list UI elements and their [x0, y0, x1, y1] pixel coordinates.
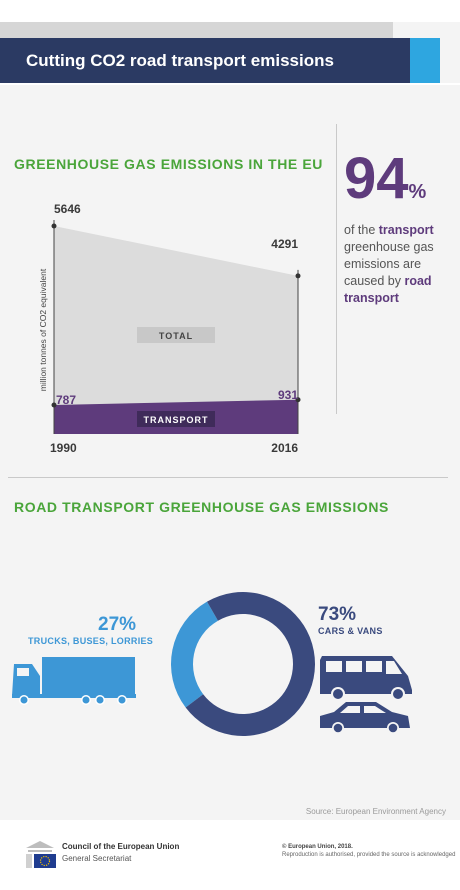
top-stripe	[0, 0, 460, 22]
label-total-2016: 4291	[271, 237, 298, 251]
section-title-road: ROAD TRANSPORT GREENHOUSE GAS EMISSIONS	[14, 499, 389, 515]
category-label-trucks: TRUCKS, BUSES, LORRIES	[28, 636, 154, 646]
stat-line1-pre: of the	[344, 223, 379, 237]
series-label-total: TOTAL	[159, 331, 193, 341]
section-title-ghg-eu: GREENHOUSE GAS EMISSIONS IN THE EU	[14, 156, 323, 172]
van-icon	[320, 656, 412, 701]
eu-council-logo	[26, 841, 56, 868]
page-title: Cutting CO2 road transport emissions	[26, 51, 334, 70]
x-tick-2016: 2016	[271, 441, 298, 455]
source-note: Source: European Environment Agency	[305, 807, 446, 816]
label-total-1990: 5646	[54, 202, 81, 216]
donut-slice-cars	[185, 592, 316, 737]
y-axis-label: million tonnes of CO2 equivalent	[38, 268, 48, 391]
stat-value: 94	[344, 146, 409, 211]
value-label-trucks: 27%	[98, 614, 137, 635]
car-icon	[320, 702, 410, 734]
label-transport-1990: 787	[56, 393, 76, 407]
x-tick-1990: 1990	[50, 441, 77, 455]
copyright: © European Union, 2018.	[282, 844, 353, 850]
point-total-2016	[295, 273, 301, 279]
label-transport-2016: 931	[278, 388, 298, 402]
vertical-divider	[336, 124, 337, 414]
donut-chart	[171, 592, 316, 737]
stat-94-percent: 94%	[344, 150, 426, 208]
stat-unit: %	[408, 181, 427, 203]
point-transport-2016	[295, 397, 301, 403]
org-sub: General Secretariat	[62, 854, 132, 863]
horizontal-divider	[8, 477, 448, 478]
category-label-cars: CARS & VANS	[318, 626, 383, 636]
value-label-cars: 73%	[318, 604, 357, 625]
footer	[0, 820, 460, 890]
org-name: Council of the European Union	[62, 842, 180, 851]
series-label-transport: TRANSPORT	[144, 415, 209, 425]
point-transport-1990	[51, 402, 57, 408]
title-underline	[0, 83, 460, 85]
title-accent	[410, 38, 440, 83]
stat-description: of the transport greenhouse gas emission…	[344, 222, 454, 307]
stat-line1-bold: transport	[378, 223, 434, 237]
transport-tag-bg	[137, 411, 215, 427]
point-total-1990	[51, 223, 57, 229]
donut-slice-trucks	[171, 601, 218, 708]
reproduction-note: Reproduction is authorised, provided the…	[282, 852, 456, 858]
truck-icon	[12, 657, 136, 705]
total-tag-bg	[137, 327, 215, 343]
title-bar: Cutting CO2 road transport emissions	[0, 38, 410, 83]
stat-line2: greenhouse gas emissions are caused by	[344, 240, 434, 288]
header-grey-band	[0, 22, 393, 38]
stat-line3-bold: road transport	[344, 274, 432, 305]
